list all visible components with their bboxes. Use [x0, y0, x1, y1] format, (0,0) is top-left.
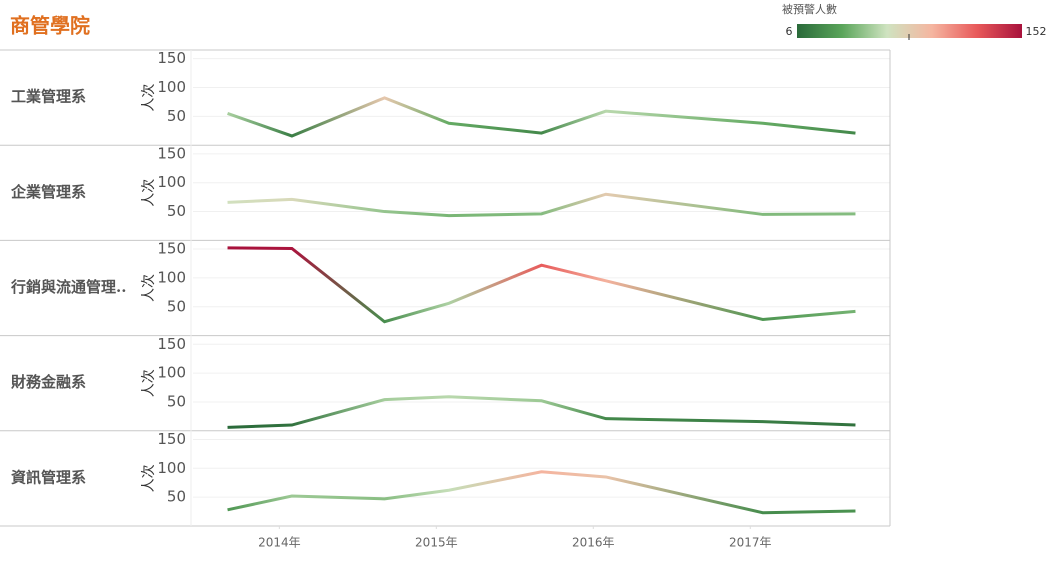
y-axis-label: 人次: [141, 464, 157, 492]
x-tick-label: 2016年: [572, 536, 615, 550]
y-tick-label: 150: [157, 49, 186, 67]
y-axis-label: 人次: [141, 274, 157, 302]
chart-title: 商管學院: [10, 14, 90, 38]
y-tick-label: 100: [157, 364, 186, 382]
row-label: 企業管理系: [10, 183, 86, 201]
series-line: [227, 395, 856, 429]
row-label: 行銷與流通管理..: [10, 278, 126, 296]
y-tick-label: 100: [157, 459, 186, 477]
y-axis-label: 人次: [141, 84, 157, 112]
series-line: [227, 192, 856, 218]
y-axis-label: 人次: [141, 179, 157, 207]
y-tick-label: 100: [157, 173, 186, 191]
y-tick-label: 150: [157, 144, 186, 162]
series-line: [227, 470, 856, 515]
y-tick-label: 50: [167, 297, 186, 315]
row-label: 財務金融系: [10, 373, 86, 391]
y-tick-label: 100: [157, 268, 186, 286]
row-label: 資訊管理系: [11, 468, 86, 486]
row-label: 工業管理系: [11, 88, 86, 106]
y-tick-label: 50: [167, 488, 186, 506]
legend-max: 152: [1026, 25, 1047, 38]
y-tick-label: 50: [167, 107, 186, 125]
series-line: [227, 246, 856, 324]
y-tick-label: 150: [157, 430, 186, 448]
x-tick-label: 2014年: [258, 536, 301, 550]
y-tick-label: 150: [157, 240, 186, 258]
legend-bar: [797, 24, 1022, 38]
x-tick-label: 2015年: [415, 536, 458, 550]
y-tick-label: 150: [157, 335, 186, 353]
y-axis-label: 人次: [141, 369, 157, 397]
x-tick-label: 2017年: [729, 536, 772, 550]
legend-min: 6: [786, 25, 793, 38]
series-line: [227, 96, 856, 138]
legend-title: 被預警人數: [782, 2, 837, 16]
y-tick-label: 50: [167, 202, 186, 220]
y-tick-label: 50: [167, 392, 186, 410]
y-tick-label: 100: [157, 78, 186, 96]
